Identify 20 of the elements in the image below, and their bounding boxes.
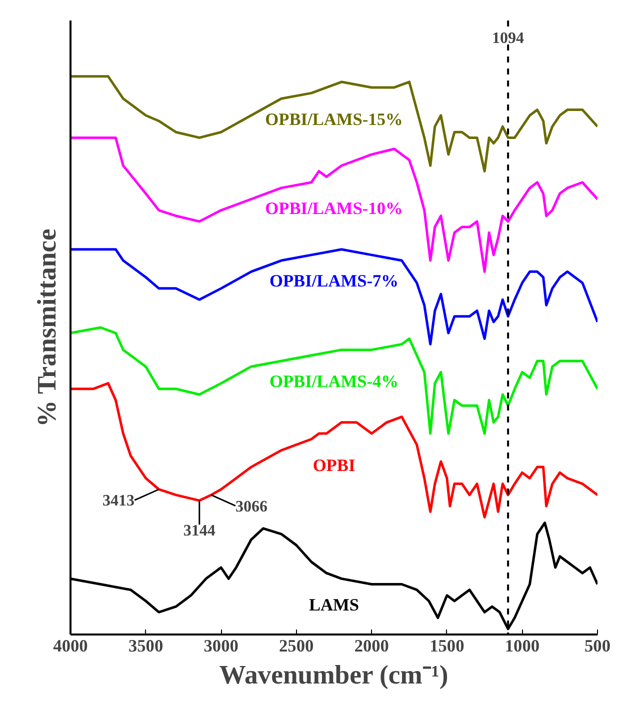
series-label: OPBI <box>312 456 356 475</box>
annotation: 3413 <box>102 492 135 510</box>
y-axis-title: % Transmittance <box>32 228 62 427</box>
x-tick-label: 2500 <box>279 636 314 656</box>
x-tick-label: 1500 <box>430 636 464 656</box>
series-label: LAMS <box>308 595 360 614</box>
annotation: 3144 <box>183 522 216 540</box>
x-tick-label: 500 <box>584 636 611 656</box>
x-tick-label: 1000 <box>504 636 540 656</box>
ref-line-label: 1094 <box>492 30 524 47</box>
x-tick-label: 4000 <box>53 636 88 656</box>
annotation: 3066 <box>235 498 268 516</box>
series-label: OPBI/LAMS-10% <box>265 199 403 218</box>
x-tick-label: 2000 <box>354 636 389 656</box>
x-tick-label: 3000 <box>204 636 238 656</box>
series-label: OPBI/LAMS-7% <box>270 272 399 291</box>
series-label: OPBI/LAMS-15% <box>265 110 403 129</box>
x-tick-label: 3500 <box>128 636 164 656</box>
series-label: OPBI/LAMS-4% <box>270 372 399 392</box>
x-axis-title: Wavenumber (cm⁻¹) <box>219 660 448 690</box>
